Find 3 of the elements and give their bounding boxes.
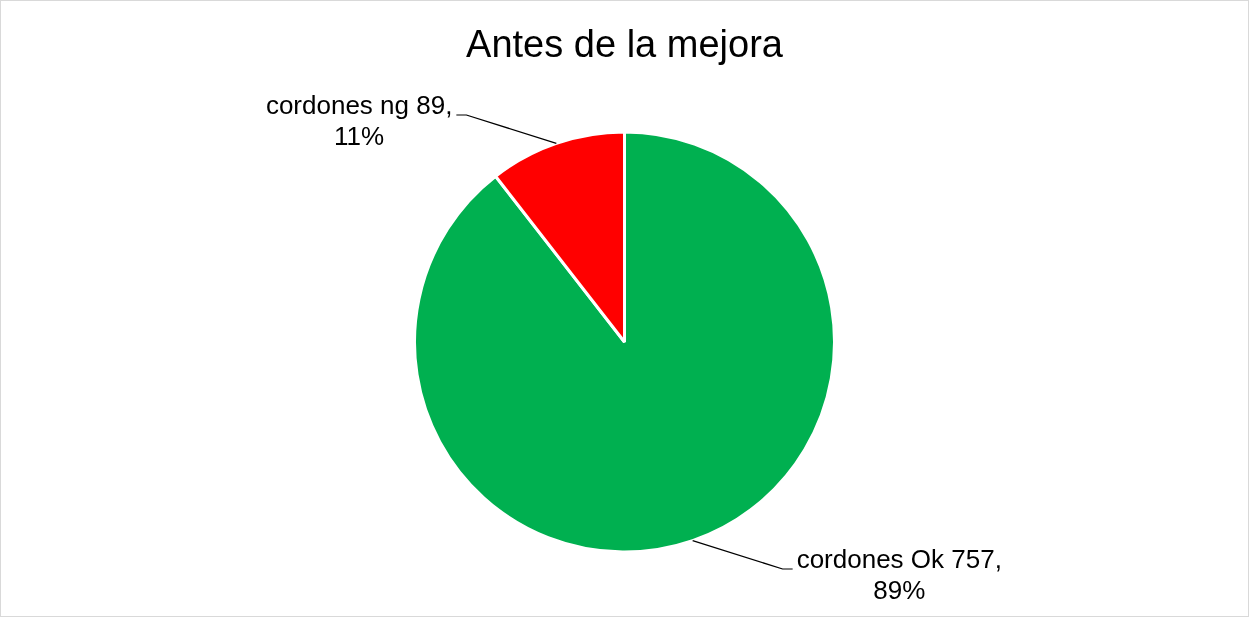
chart-title: Antes de la mejora xyxy=(466,23,784,65)
slice-label: cordones ng 89, 11% xyxy=(265,89,453,151)
slice-label: cordones Ok 757, 89% xyxy=(796,544,1002,606)
